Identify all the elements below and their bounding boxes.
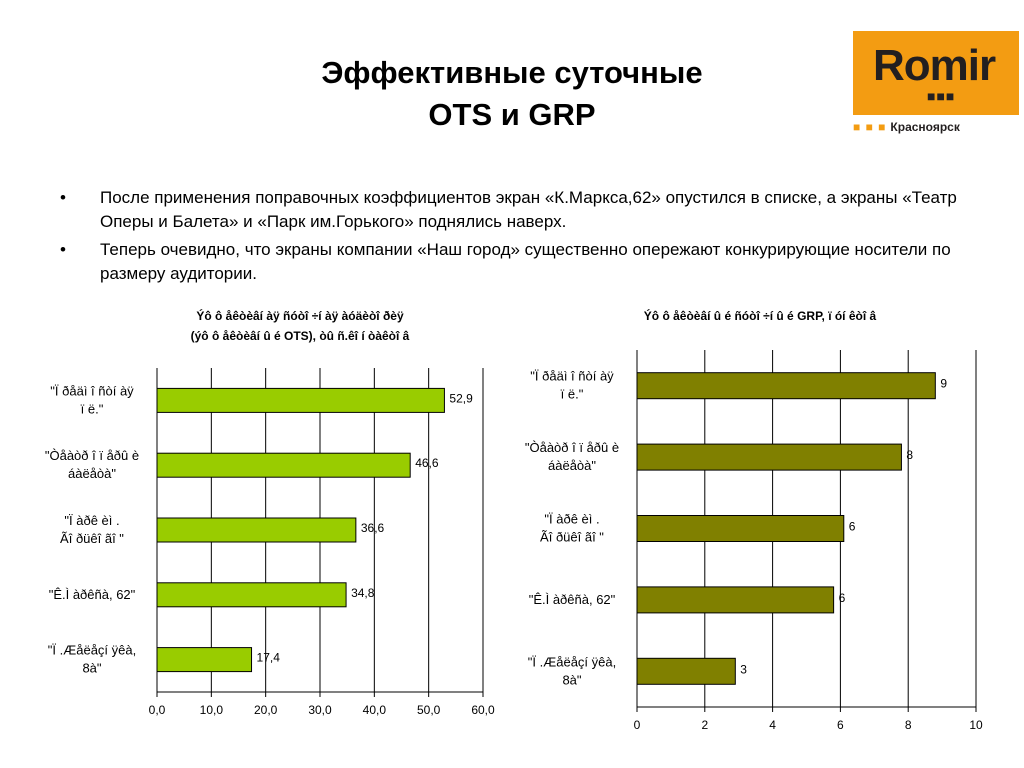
- ots-category-label-line: Ãî ðüêî ãî ": [60, 531, 124, 546]
- ots-tick-label: 60,0: [471, 703, 495, 717]
- ots-value-label: 46,6: [415, 456, 439, 470]
- ots-value-label: 34,8: [351, 586, 375, 600]
- ots-category-label: "Ï .Æåëåçí ÿêà, 8à": [48, 643, 136, 676]
- slide-title-line1: Эффективные суточные: [321, 55, 703, 90]
- ots-category-label-line: "Ï ðåäì î ñòí àÿ: [50, 383, 134, 398]
- ots-value-label: 36,6: [361, 521, 385, 535]
- grp-category-label-line: "Ï .Æåëåçí ÿêà,: [528, 654, 616, 669]
- grp-tick-label: 2: [701, 718, 708, 732]
- grp-category-label-line: 8à": [562, 672, 581, 687]
- grp-category-label-line: Ãî ðüêî ãî ": [540, 530, 604, 545]
- ots-category-label-line: 8à": [82, 661, 101, 676]
- grp-value-label: 9: [940, 377, 947, 391]
- ots-category-label-line: áàëåòà": [68, 466, 116, 481]
- ots-category-label-line: ï ë.": [81, 401, 104, 416]
- bullet-dot-icon: •: [60, 240, 66, 259]
- ots-bar: [156, 647, 253, 673]
- slide-title-line2: OTS и GRP: [428, 97, 596, 132]
- grp-value-label: 6: [849, 520, 856, 534]
- bullet-text: Теперь очевидно, что экраны компании «На…: [100, 240, 951, 283]
- slide-title: Эффективные суточные OTS и GRP: [212, 52, 812, 136]
- grp-value-label: 3: [740, 662, 747, 676]
- ots-value-label: 17,4: [257, 651, 281, 665]
- bullet-text: После применения поправочных коэффициент…: [100, 188, 957, 231]
- ots-category-label: "Ï ðåäì î ñòí àÿ ï ë.": [50, 383, 134, 416]
- logo-squares-icon: ■ ■ ■: [853, 120, 887, 134]
- ots-category-label-line: "Ï àðê èì .: [64, 513, 119, 528]
- logo-text: Romir: [873, 41, 996, 90]
- grp-value-label: 6: [839, 591, 846, 605]
- grp-category-label: "Òåàòð î ï åðû è áàëåòà": [525, 440, 619, 473]
- grp-category-label: "Ê.Ì àðêñà, 62": [529, 592, 616, 607]
- grp-category-label-line: "Ê.Ì àðêñà, 62": [529, 592, 616, 607]
- ots-chart-title-line2: (ýô ô åêòèâí û é OTS), òû ñ.êî í òàêòî â: [190, 329, 410, 343]
- grp-tick-label: 6: [837, 718, 844, 732]
- ots-tick-label: 10,0: [200, 703, 224, 717]
- grp-chart-title: Ýô ô åêòèâí û é ñóòî ÷í û é GRP, ï óí êò…: [560, 306, 960, 326]
- bullet-item: • После применения поправочных коэффициен…: [60, 186, 980, 234]
- logo-subtitle-text: Красноярск: [890, 120, 960, 134]
- ots-bar: [156, 582, 347, 608]
- grp-category-label-line: "Ï àðê èì .: [544, 512, 599, 527]
- ots-tick-label: 30,0: [308, 703, 332, 717]
- ots-bar: [156, 387, 445, 413]
- grp-tick-label: 4: [769, 718, 776, 732]
- ots-tick-label: 20,0: [254, 703, 278, 717]
- grp-value-label: 8: [906, 448, 913, 462]
- ots-bar: [156, 517, 357, 543]
- grp-category-label: "Ï .Æåëåçí ÿêà, 8à": [528, 654, 616, 687]
- logo-subtitle: ■ ■ ■ Красноярск: [853, 118, 1023, 136]
- bullet-item: • Теперь очевидно, что экраны компании «Н…: [60, 238, 980, 286]
- ots-tick-label: 50,0: [417, 703, 441, 717]
- ots-tick-label: 40,0: [363, 703, 387, 717]
- grp-bar: [636, 443, 902, 471]
- grp-bar: [636, 372, 936, 400]
- ots-value-label: 52,9: [449, 391, 473, 405]
- grp-tick-label: 0: [634, 718, 641, 732]
- ots-category-label-line: "Ê.Ì àðêñà, 62": [49, 587, 136, 602]
- grp-category-label: "Ï ðåäì î ñòí àÿ ï ë.": [530, 369, 614, 402]
- grp-category-label-line: "Ï ðåäì î ñòí àÿ: [530, 369, 614, 384]
- grp-bar: [636, 515, 845, 542]
- ots-category-label-line: "Òåàòð î ï åðû è: [45, 448, 139, 463]
- grp-bar: [636, 657, 736, 685]
- grp-category-label-line: "Òåàòð î ï åðû è: [525, 440, 619, 455]
- grp-tick-label: 8: [905, 718, 912, 732]
- ots-category-label: "Òåàòð î ï åðû è áàëåòà": [45, 448, 139, 481]
- grp-category-label: "Ï àðê èì . Ãî ðüêî ãî ": [540, 512, 604, 545]
- logo-dots-icon: ■■■: [927, 88, 956, 104]
- ots-tick-label: 0,0: [149, 703, 166, 717]
- ots-category-label: "Ê.Ì àðêñà, 62": [49, 587, 136, 602]
- grp-category-label-line: ï ë.": [561, 387, 584, 402]
- grp-tick-label: 10: [969, 718, 983, 732]
- bullet-list: • После применения поправочных коэффициен…: [60, 186, 980, 290]
- grp-category-label-line: áàëåòà": [548, 458, 596, 473]
- ots-category-label: "Ï àðê èì . Ãî ðüêî ãî ": [60, 513, 124, 546]
- grp-chart-title-line1: Ýô ô åêòèâí û é ñóòî ÷í û é GRP, ï óí êò…: [643, 309, 877, 323]
- romir-logo: Romir ■■■: [853, 31, 1019, 115]
- grp-bar: [636, 586, 835, 614]
- bullet-dot-icon: •: [60, 188, 66, 207]
- ots-category-label-line: "Ï .Æåëåçí ÿêà,: [48, 643, 136, 658]
- ots-bar: [156, 452, 411, 478]
- ots-chart-title-line1: Ýô ô åêòèâí àÿ ñóòî ÷í àÿ àóäèòî ðèÿ: [196, 309, 404, 323]
- ots-chart-title: Ýô ô åêòèâí àÿ ñóòî ÷í àÿ àóäèòî ðèÿ (ýô…: [110, 306, 490, 346]
